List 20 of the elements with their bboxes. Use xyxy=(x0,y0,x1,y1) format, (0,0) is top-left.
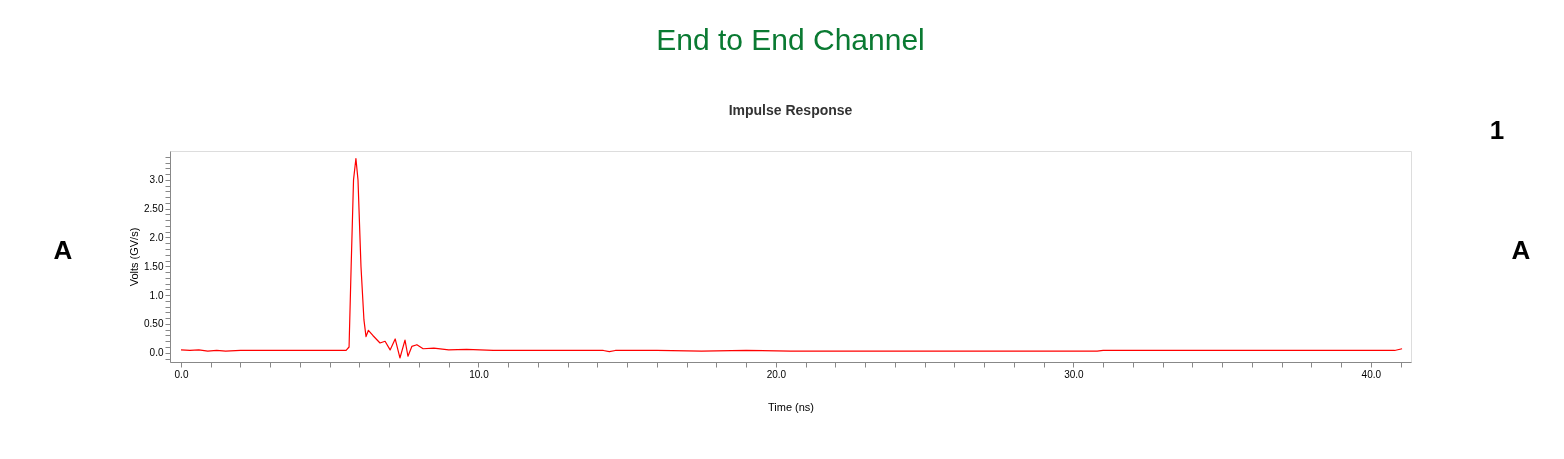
x-tick-label: 30.0 xyxy=(1064,368,1085,380)
y-tick-label: 0.0 xyxy=(149,347,164,359)
y-tick-label: 2.0 xyxy=(149,231,164,243)
y-axis-title: Volts (GV/s) xyxy=(128,227,141,287)
y-tick-label: 2.50 xyxy=(144,203,164,215)
y-tick-label: 3.0 xyxy=(149,174,164,186)
y-tick-label: 0.50 xyxy=(144,318,164,330)
text: 1 xyxy=(1489,115,1505,145)
text: A xyxy=(1511,235,1531,265)
text: A xyxy=(53,235,73,265)
y-tick-label: 1.50 xyxy=(144,260,164,272)
chart-subtitle: Impulse Response xyxy=(728,102,853,118)
x-tick-label: 0.0 xyxy=(174,368,189,380)
line-series xyxy=(180,157,1403,359)
x-tick-label: 10.0 xyxy=(469,368,490,380)
y-tick-label: 1.0 xyxy=(149,289,164,301)
x-axis-title: Time (ns) xyxy=(767,400,815,413)
x-tick-label: 40.0 xyxy=(1361,368,1382,380)
chart-title: End to End Channel xyxy=(656,23,925,56)
x-tick-label: 20.0 xyxy=(766,368,787,380)
